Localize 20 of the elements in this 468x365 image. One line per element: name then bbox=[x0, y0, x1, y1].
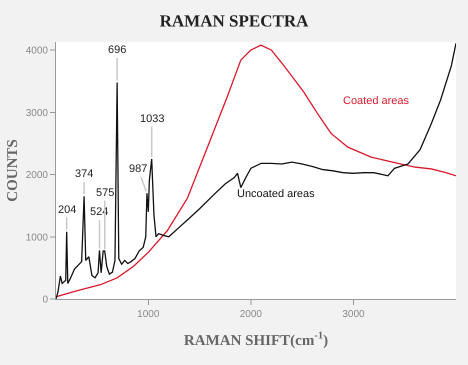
series-label: Uncoated areas bbox=[237, 188, 316, 200]
y-tick-label: 4000 bbox=[26, 46, 48, 57]
annotation: 374 bbox=[75, 168, 94, 180]
annotation: 204 bbox=[58, 204, 76, 216]
y-tick-label: 0 bbox=[42, 294, 48, 306]
y-tick-label: 3000 bbox=[26, 108, 48, 119]
x-axis-title: RAMAN SHIFT(cm$^{-1}$) bbox=[184, 330, 328, 349]
chart-title: RAMAN SPECTRA bbox=[160, 12, 310, 30]
x-tick-label: 1000 bbox=[137, 309, 160, 320]
x-tick-label: 2000 bbox=[240, 309, 262, 320]
annotation: 987 bbox=[129, 163, 148, 175]
x-tick-label: 3000 bbox=[342, 309, 365, 320]
y-tick-label: 2000 bbox=[26, 170, 48, 182]
y-axis-title: COUNTS bbox=[5, 139, 21, 202]
y-tick-label: 1000 bbox=[26, 232, 48, 244]
annotation: 696 bbox=[108, 44, 126, 56]
annotation: 524 bbox=[90, 206, 108, 218]
annotation: 575 bbox=[96, 187, 114, 199]
text: Coated areas bbox=[343, 95, 410, 107]
annotation: 1033 bbox=[140, 113, 164, 125]
